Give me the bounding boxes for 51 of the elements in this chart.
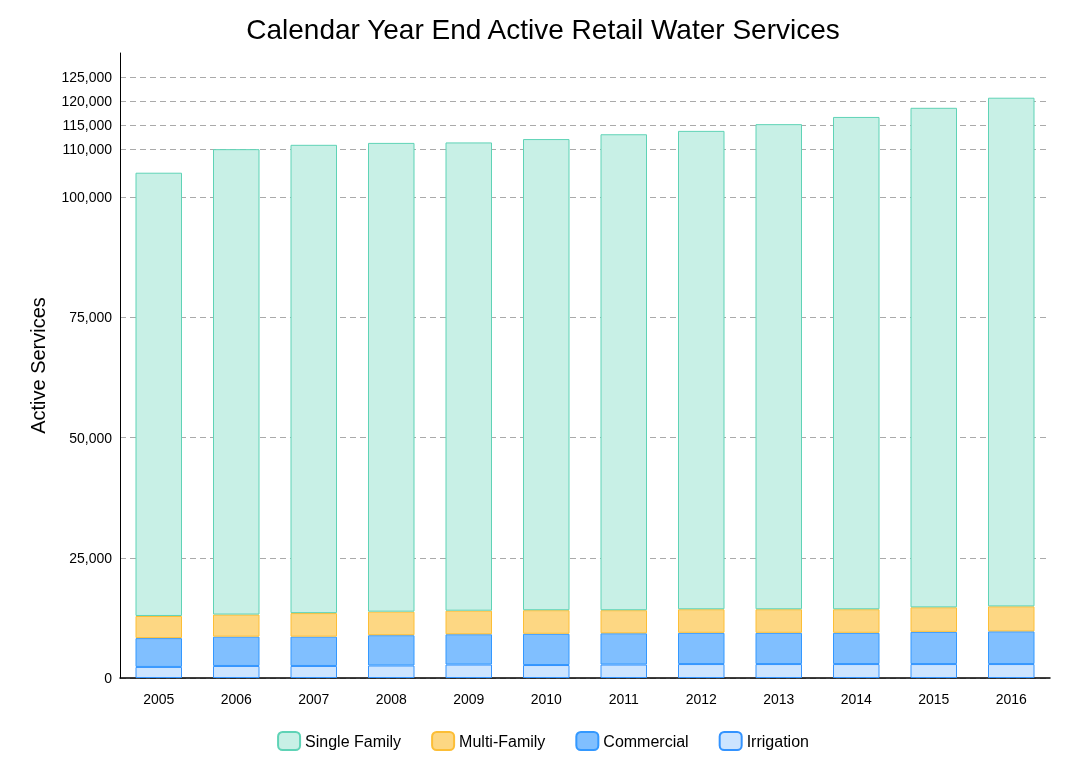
y-tick-label: 125,000: [61, 69, 113, 86]
y-tick-label: 0: [104, 670, 113, 686]
bar: [523, 610, 570, 634]
y-axis-title: Active Services: [27, 297, 49, 434]
legend-label: Single Family: [305, 732, 402, 750]
x-tick-label: 2009: [453, 691, 485, 707]
x-tick-label: 2008: [375, 691, 408, 707]
bar: [988, 97, 1035, 607]
y-tick-label: 115,000: [62, 117, 113, 134]
bar: [368, 142, 415, 612]
chart-title: Calendar Year End Active Retail Water Services: [246, 13, 840, 45]
legend-label: Multi-Family: [459, 732, 546, 750]
x-tick-label: 2010: [530, 691, 563, 707]
bar: [600, 610, 647, 634]
y-tick-label: 100,000: [61, 189, 113, 206]
bar: [523, 139, 570, 611]
bar: [290, 144, 337, 614]
y-tick-label: 120,000: [61, 93, 113, 110]
y-tick-label: 110,000: [62, 141, 113, 158]
y-tick-label: 75,000: [69, 309, 113, 326]
x-tick-label: 2015: [918, 691, 950, 707]
bar: [213, 149, 260, 615]
x-tick-label: 2014: [840, 691, 873, 707]
y-tick-label: 50,000: [69, 429, 113, 446]
bar: [213, 614, 260, 637]
legend-label: Irrigation: [746, 732, 809, 750]
x-tick-label: 2005: [143, 691, 175, 707]
bar: [833, 116, 880, 610]
x-tick-label: 2016: [995, 691, 1028, 707]
x-tick-label: 2012: [685, 691, 718, 707]
bar: [910, 107, 957, 608]
x-tick-label: 2013: [763, 691, 795, 707]
x-tick-label: 2011: [608, 691, 640, 707]
legend-label: Commercial: [603, 732, 689, 750]
bar: [290, 613, 337, 637]
bar: [910, 607, 957, 632]
bar: [678, 130, 725, 610]
bar: [988, 606, 1035, 632]
x-tick-label: 2006: [220, 691, 253, 707]
x-tick-label: 2007: [298, 691, 330, 707]
bar: [368, 611, 415, 636]
bar: [445, 610, 492, 635]
bar: [833, 609, 880, 633]
y-tick-label: 25,000: [69, 549, 113, 566]
bar: [445, 142, 492, 611]
bar: [600, 134, 647, 611]
bar: [755, 124, 802, 610]
bar: [755, 609, 802, 633]
bar: [135, 172, 182, 616]
bar: [678, 609, 725, 633]
bar: [135, 615, 182, 639]
